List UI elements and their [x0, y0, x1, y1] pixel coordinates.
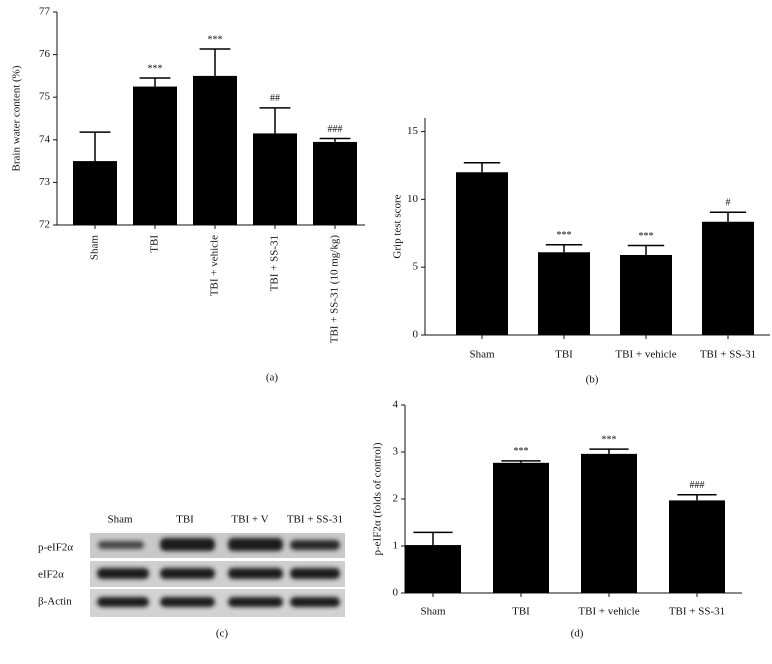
significance-label: ***	[208, 34, 223, 45]
panel-label: (d)	[571, 628, 584, 640]
bar	[620, 254, 672, 335]
blot-column-label: TBI + V	[231, 514, 268, 526]
bar	[313, 141, 357, 225]
panel-label: (b)	[586, 374, 599, 386]
y-tick-label: 76	[39, 48, 51, 60]
chart: 0 1 2 3 4 p-eIF2α (folds of control) Sham TBI **…	[372, 399, 742, 640]
y-tick-label: 15	[407, 125, 419, 137]
y-tick-label: 0	[413, 329, 419, 341]
y-axis-label: Brain water content (%)	[11, 65, 23, 171]
significance-label: #	[726, 198, 731, 209]
x-tick-label: TBI	[555, 349, 573, 361]
blot-row-label: eIF2α	[38, 569, 64, 581]
chart: 72 73 74 75 76 77 Brain water content (%) Sham T…	[11, 6, 365, 384]
western-blot: Sham TBI TBI + V TBI + SS-31 p-eIF2α eIF…	[38, 514, 345, 640]
x-tick-label: TBI + vehicle	[578, 606, 639, 618]
x-tick-label: Sham	[420, 606, 446, 618]
blot-bands	[97, 538, 340, 607]
significance-label: ***	[602, 434, 617, 445]
y-tick-label: 1	[393, 540, 399, 552]
blot-row-label: p-eIF2α	[38, 542, 73, 554]
y-tick-label: 73	[39, 176, 51, 188]
x-tick-label: TBI + SS-31	[269, 235, 281, 291]
x-tick-label: TBI	[149, 235, 161, 253]
bar	[193, 75, 237, 226]
y-tick-label: 10	[407, 193, 419, 205]
bar	[405, 545, 461, 593]
y-tick-label: 75	[39, 91, 51, 103]
bar	[702, 221, 754, 335]
y-tick-label: 3	[393, 446, 399, 458]
bar	[581, 453, 637, 593]
bar	[73, 161, 117, 225]
x-tick-label: TBI + SS-31	[700, 349, 756, 361]
significance-label: ##	[270, 93, 280, 104]
chart: 0 5 10 15 Grip test score Sham TBI *** TBI + veh…	[392, 118, 770, 386]
bar	[493, 462, 549, 593]
significance-label: ***	[639, 231, 654, 242]
significance-label: ***	[557, 230, 572, 241]
bar	[133, 86, 177, 225]
bar	[253, 133, 297, 225]
significance-label: ###	[328, 124, 343, 135]
blot-column-label: TBI + SS-31	[287, 514, 343, 526]
panel-label: (c)	[216, 628, 229, 640]
y-axis-label: Grip test score	[392, 194, 404, 258]
y-tick-label: 0	[393, 587, 399, 599]
blot-row-label: β-Actin	[38, 596, 72, 608]
bar	[669, 500, 725, 593]
x-tick-label: Sham	[469, 349, 495, 361]
blot-column-label: Sham	[107, 514, 133, 526]
panel-label: (a)	[266, 372, 279, 384]
significance-label: ***	[514, 446, 529, 457]
x-tick-label: TBI + SS-31	[669, 606, 725, 618]
bar	[538, 252, 590, 335]
blot-column-label: TBI	[176, 514, 194, 526]
significance-label: ***	[148, 63, 163, 74]
bar	[456, 172, 508, 335]
x-tick-label: TBI + vehicle	[209, 235, 221, 296]
y-tick-label: 77	[39, 6, 51, 18]
y-tick-label: 72	[39, 219, 50, 231]
x-tick-label: Sham	[89, 235, 101, 261]
x-tick-label: TBI + SS-31 (10 mg/kg)	[329, 235, 341, 344]
x-tick-label: TBI	[512, 606, 530, 618]
y-tick-label: 5	[413, 261, 419, 273]
y-tick-label: 2	[393, 493, 399, 505]
y-tick-label: 4	[393, 399, 399, 411]
significance-label: ###	[690, 480, 705, 491]
y-axis-label: p-eIF2α (folds of control)	[372, 442, 384, 555]
y-tick-label: 74	[39, 133, 51, 145]
x-tick-label: TBI + vehicle	[615, 349, 676, 361]
